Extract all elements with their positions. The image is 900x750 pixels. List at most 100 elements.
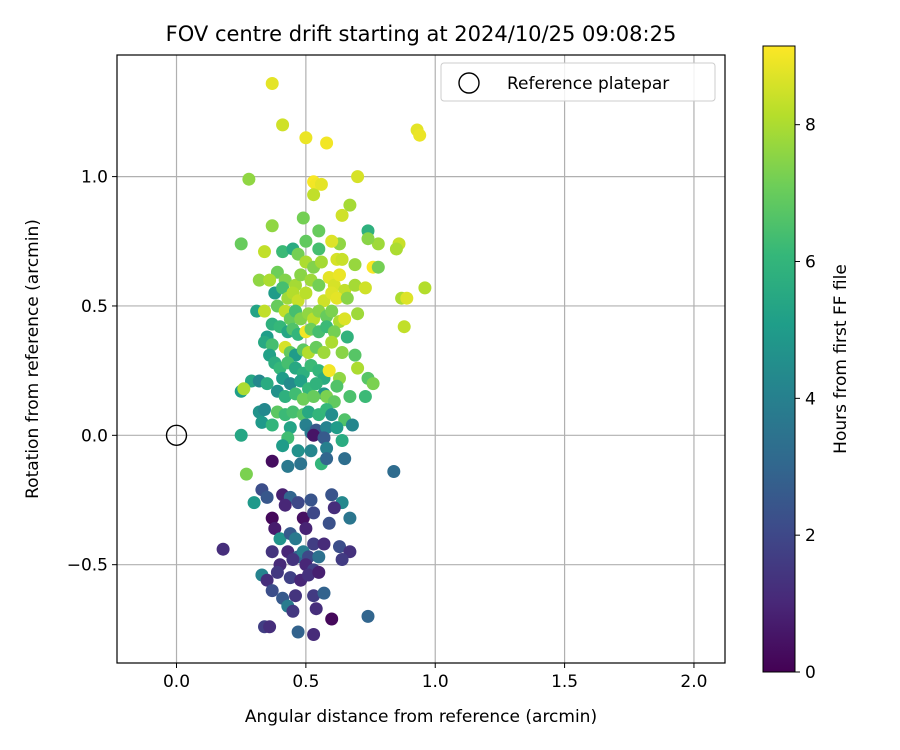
data-point (312, 550, 326, 564)
reference-platepar-marker (165, 424, 188, 447)
data-point (361, 232, 375, 246)
x-axis-ticks: 0.0 0.5 1.0 1.5 2.0 (163, 663, 707, 692)
data-point (325, 612, 339, 626)
data-point (307, 589, 321, 603)
data-point (418, 281, 432, 295)
data-point (351, 170, 365, 184)
data-point (335, 252, 349, 266)
data-point (263, 273, 277, 287)
legend-box (440, 62, 716, 102)
data-point (296, 392, 310, 406)
data-point (389, 242, 403, 256)
data-point (371, 260, 385, 274)
data-point (361, 609, 375, 623)
data-point (276, 281, 290, 295)
data-point (296, 511, 310, 525)
y-tick-label: 0.5 (81, 297, 108, 317)
x-tick-label: 1.5 (551, 672, 578, 692)
data-point (286, 405, 300, 419)
data-point (239, 467, 253, 481)
data-point (320, 441, 334, 455)
data-point (255, 415, 269, 429)
data-point (312, 242, 326, 256)
data-point (252, 273, 266, 287)
data-point (299, 522, 313, 535)
data-point (325, 408, 339, 422)
data-point (343, 511, 357, 525)
data-point (258, 304, 271, 318)
data-point (397, 320, 411, 334)
data-point (333, 540, 346, 554)
data-point (265, 584, 279, 598)
data-point (294, 268, 308, 282)
data-point (258, 403, 271, 416)
data-point (291, 625, 305, 639)
data-point (260, 573, 274, 587)
data-point (345, 418, 359, 432)
x-tick-label: 2.0 (680, 672, 707, 692)
data-point (413, 128, 427, 142)
data-point (286, 553, 300, 566)
x-tick-label: 1.0 (422, 672, 449, 692)
legend: Reference platepar (440, 62, 716, 102)
data-point (325, 304, 339, 318)
data-point (325, 335, 339, 349)
data-point (299, 131, 313, 145)
data-point (338, 452, 352, 466)
data-point (247, 496, 261, 510)
data-point (276, 245, 290, 259)
data-point (299, 234, 313, 248)
data-point (283, 571, 297, 585)
colorbar-label: Hours from first FF file (831, 264, 851, 454)
data-point (296, 211, 310, 225)
data-point (276, 118, 290, 132)
y-axis-label: Rotation from reference (arcmin) (23, 219, 43, 499)
data-point (268, 522, 282, 535)
data-point (400, 291, 414, 305)
data-point (289, 589, 302, 603)
data-point (260, 377, 274, 391)
data-point (314, 255, 328, 269)
data-point (237, 382, 251, 396)
data-point (335, 553, 349, 566)
data-point (281, 459, 295, 473)
colorbar (762, 45, 796, 673)
colorbar-tick-label: 8 (805, 116, 816, 136)
data-point (302, 405, 315, 419)
data-point (309, 377, 323, 391)
data-point (312, 565, 326, 579)
data-point (278, 390, 292, 403)
data-point (283, 421, 297, 435)
data-point (320, 452, 334, 466)
data-point (320, 421, 334, 435)
data-point (216, 542, 230, 556)
data-point (304, 493, 318, 507)
data-point (330, 291, 344, 305)
data-point (333, 268, 346, 282)
colorbar-ticks: 0 2 4 6 8 (795, 116, 816, 683)
data-point (317, 431, 331, 445)
data-point (291, 496, 305, 510)
data-point (307, 188, 321, 202)
legend-marker (458, 72, 480, 94)
data-point (335, 346, 349, 359)
data-point (265, 454, 279, 468)
legend-entry-label: Reference platepar (507, 74, 669, 94)
data-point (260, 490, 274, 504)
data-point (307, 628, 321, 641)
y-axis-ticks: −0.5 0.0 0.5 1.0 (67, 168, 117, 576)
chart-title: FOV centre drift starting at 2024/10/25 … (166, 22, 677, 46)
data-point (340, 330, 354, 344)
data-point (265, 545, 279, 559)
data-point (234, 237, 248, 251)
data-points (216, 77, 432, 641)
data-point (335, 434, 349, 447)
data-point (387, 465, 401, 478)
data-point (299, 286, 313, 300)
data-point (351, 307, 365, 321)
colorbar-tick-label: 0 (805, 663, 816, 683)
data-point (283, 377, 297, 391)
data-point (366, 377, 380, 391)
data-point (270, 565, 284, 579)
